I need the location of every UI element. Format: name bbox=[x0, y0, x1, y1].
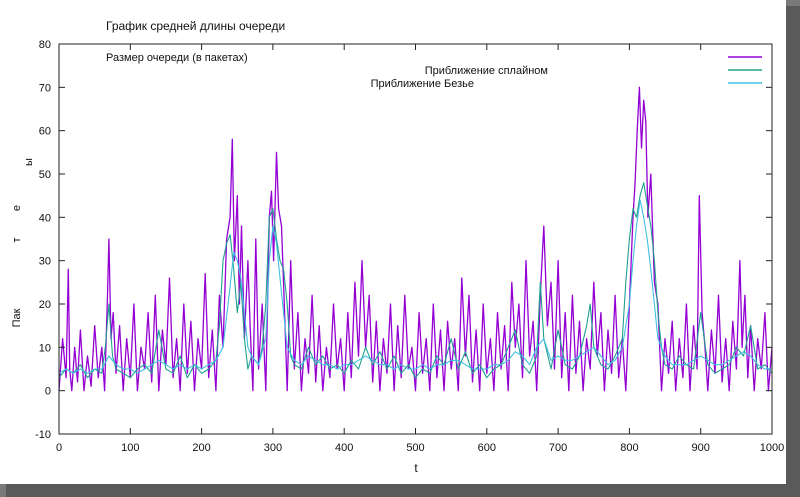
window-shadow-bottom bbox=[6, 484, 800, 497]
chart-legend: Размер очереди (в пакетах) Приближение сп… bbox=[106, 52, 762, 90]
y-axis-label-part: т bbox=[11, 237, 23, 242]
y-axis-label-part: Пак bbox=[11, 308, 23, 327]
window-shadow-right bbox=[786, 6, 800, 497]
y-tick-label: 60 bbox=[39, 126, 51, 138]
chart-title: График средней длины очереди bbox=[106, 19, 285, 33]
x-tick-label: 200 bbox=[192, 442, 210, 454]
x-axis-ticks: 0 100 200 300 400 500 600 700 800 900 1000 bbox=[56, 44, 784, 454]
x-tick-label: 800 bbox=[620, 442, 638, 454]
y-tick-label: 80 bbox=[39, 39, 51, 51]
queue-length-chart: График средней длины очереди Пак т е ы -10 0… bbox=[11, 19, 784, 475]
y-tick-label: -10 bbox=[35, 429, 51, 441]
series-line-2 bbox=[58, 199, 772, 374]
plot-window: График средней длины очереди Пак т е ы -10 0… bbox=[0, 0, 786, 484]
x-tick-label: 1000 bbox=[760, 442, 784, 454]
x-tick-label: 500 bbox=[406, 442, 424, 454]
x-tick-label: 700 bbox=[549, 442, 567, 454]
x-tick-label: 0 bbox=[56, 442, 62, 454]
x-tick-label: 400 bbox=[335, 442, 353, 454]
y-tick-label: 20 bbox=[39, 299, 51, 311]
series-lines bbox=[58, 86, 773, 392]
x-tick-label: 100 bbox=[121, 442, 139, 454]
y-axis-label-part: ы bbox=[23, 158, 35, 166]
x-axis-label: t bbox=[414, 461, 418, 475]
y-axis-label-part: е bbox=[11, 205, 23, 211]
y-axis-ticks: -10 0 10 20 30 40 50 60 70 80 bbox=[35, 39, 772, 441]
y-tick-label: 30 bbox=[39, 256, 51, 268]
x-tick-label: 600 bbox=[478, 442, 496, 454]
plot-frame bbox=[58, 43, 773, 435]
y-tick-label: 70 bbox=[39, 82, 51, 94]
y-tick-label: 10 bbox=[39, 342, 51, 354]
series-line-1 bbox=[58, 182, 773, 379]
x-tick-label: 300 bbox=[264, 442, 282, 454]
legend-label-1: Приближение сплайном bbox=[425, 65, 548, 77]
y-tick-label: 40 bbox=[39, 212, 51, 224]
legend-label-2: Приближение Безье bbox=[371, 78, 474, 90]
y-tick-label: 50 bbox=[39, 169, 51, 181]
x-tick-label: 900 bbox=[692, 442, 710, 454]
y-tick-label: 0 bbox=[45, 386, 51, 398]
y-axis-label: Пак т е ы bbox=[11, 158, 35, 327]
series-line-0 bbox=[58, 86, 773, 392]
legend-label-0: Размер очереди (в пакетах) bbox=[106, 52, 248, 64]
